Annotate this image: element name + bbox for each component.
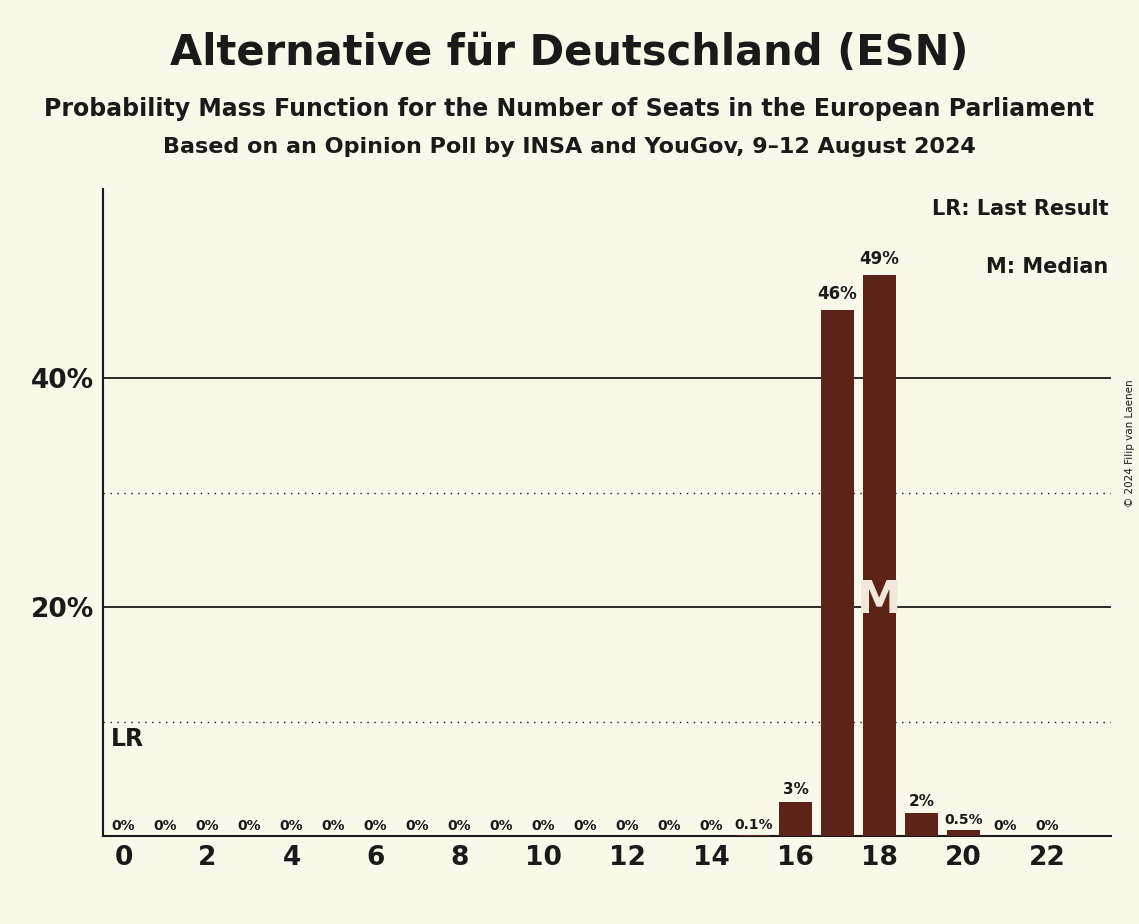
Text: LR: LR [110, 727, 144, 751]
Bar [821, 310, 854, 836]
Text: 0%: 0% [448, 819, 472, 833]
Bar [947, 831, 981, 836]
Text: 2%: 2% [909, 794, 934, 808]
Text: 0%: 0% [112, 819, 136, 833]
Text: 0%: 0% [363, 819, 387, 833]
Text: 0%: 0% [616, 819, 639, 833]
Text: 0%: 0% [490, 819, 514, 833]
Text: 49%: 49% [860, 250, 900, 268]
Text: 0%: 0% [657, 819, 681, 833]
Text: LR: Last Result: LR: Last Result [932, 199, 1108, 219]
Text: 0%: 0% [321, 819, 345, 833]
Text: M: M [858, 579, 902, 622]
Bar [904, 813, 939, 836]
Text: 0%: 0% [993, 819, 1017, 833]
Text: 0.5%: 0.5% [944, 813, 983, 827]
Text: Based on an Opinion Poll by INSA and YouGov, 9–12 August 2024: Based on an Opinion Poll by INSA and You… [163, 137, 976, 157]
Text: Alternative für Deutschland (ESN): Alternative für Deutschland (ESN) [170, 32, 969, 74]
Text: 0%: 0% [196, 819, 220, 833]
Text: 0%: 0% [574, 819, 597, 833]
Bar [737, 835, 770, 836]
Text: 0%: 0% [1035, 819, 1059, 833]
Bar [862, 275, 896, 836]
Text: © 2024 Filip van Laenen: © 2024 Filip van Laenen [1125, 380, 1134, 507]
Text: M: Median: M: Median [986, 257, 1108, 277]
Text: 0%: 0% [280, 819, 303, 833]
Text: 3%: 3% [782, 783, 809, 797]
Text: 0%: 0% [238, 819, 261, 833]
Text: 0.1%: 0.1% [735, 818, 773, 832]
Text: 0%: 0% [532, 819, 556, 833]
Text: 0%: 0% [154, 819, 178, 833]
Text: Probability Mass Function for the Number of Seats in the European Parliament: Probability Mass Function for the Number… [44, 97, 1095, 121]
Text: 0%: 0% [405, 819, 429, 833]
Text: 0%: 0% [699, 819, 723, 833]
Text: 46%: 46% [818, 285, 858, 303]
Bar [779, 802, 812, 836]
